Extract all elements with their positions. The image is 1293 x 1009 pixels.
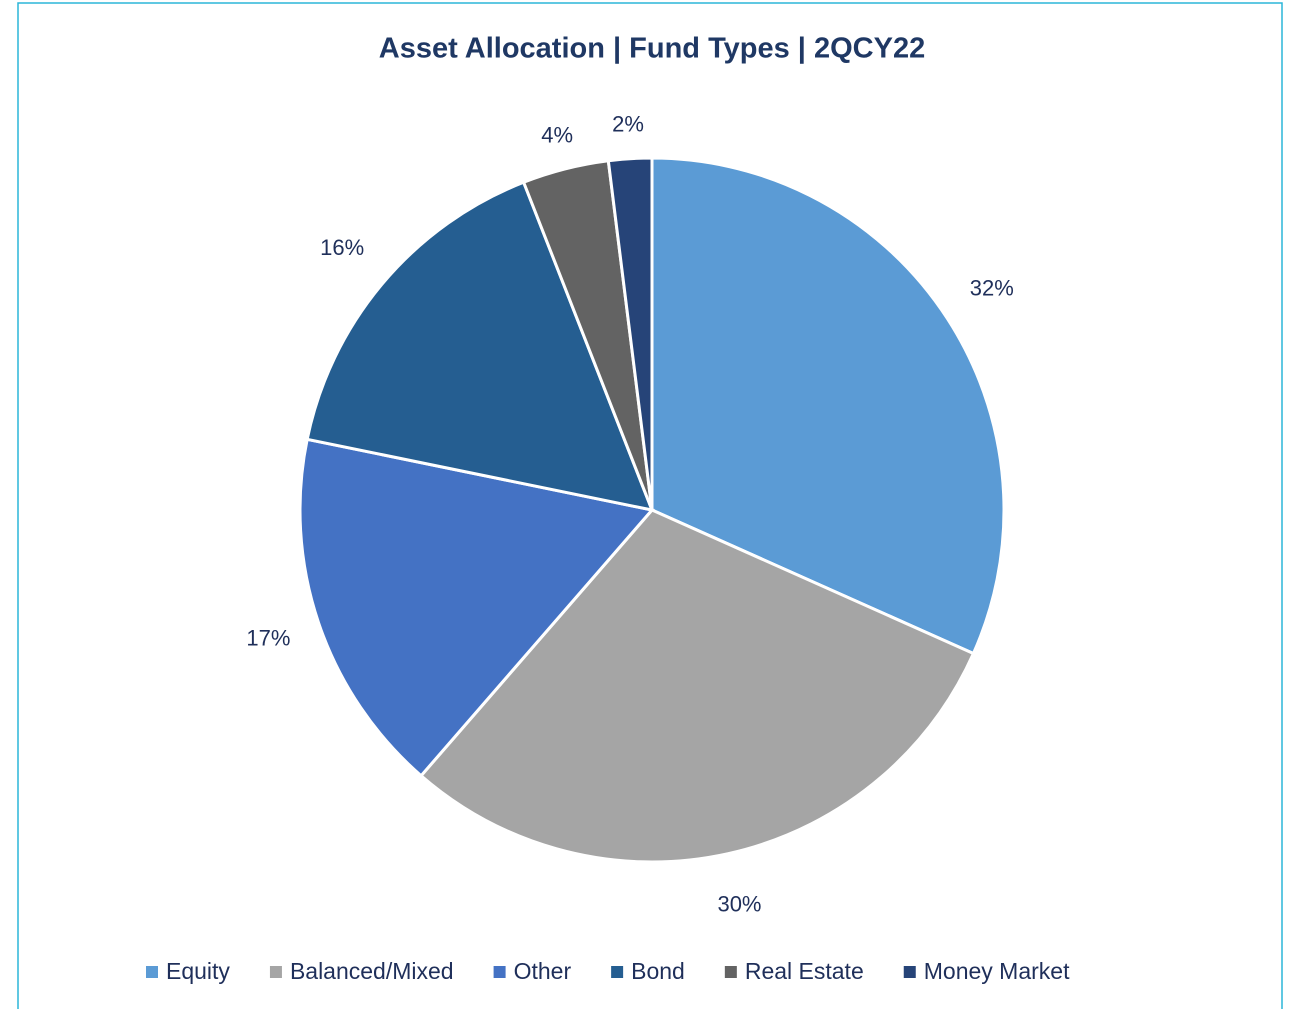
legend-swatch [269, 966, 282, 978]
legend-swatch [724, 966, 737, 978]
chart-border [17, 2, 1283, 1009]
legend-label: Bond [631, 958, 685, 984]
data-label: 32% [970, 275, 1014, 300]
pie-slice [298, 437, 655, 778]
chart-title: Asset Allocation | Fund Types | 2QCY22 [379, 33, 925, 65]
pie-slice [650, 156, 1006, 656]
data-label: 2% [612, 112, 644, 137]
data-label: 30% [717, 891, 761, 916]
data-label: 4% [541, 123, 573, 148]
data-label: 17% [246, 626, 290, 651]
pie-slice [418, 508, 976, 864]
legend-swatch [493, 966, 506, 978]
legend-swatch [903, 966, 916, 978]
legend-label: Real Estate [745, 958, 864, 984]
legend-swatch [146, 966, 158, 978]
legend-swatch [611, 966, 624, 978]
legend-label: Other [514, 958, 572, 984]
pie-slice [606, 156, 654, 511]
data-label: 16% [320, 235, 364, 260]
pie-slice [305, 180, 655, 513]
legend-label: Equity [166, 958, 230, 984]
legend-label: Money Market [924, 958, 1070, 984]
legend-label: Balanced/Mixed [290, 958, 454, 984]
